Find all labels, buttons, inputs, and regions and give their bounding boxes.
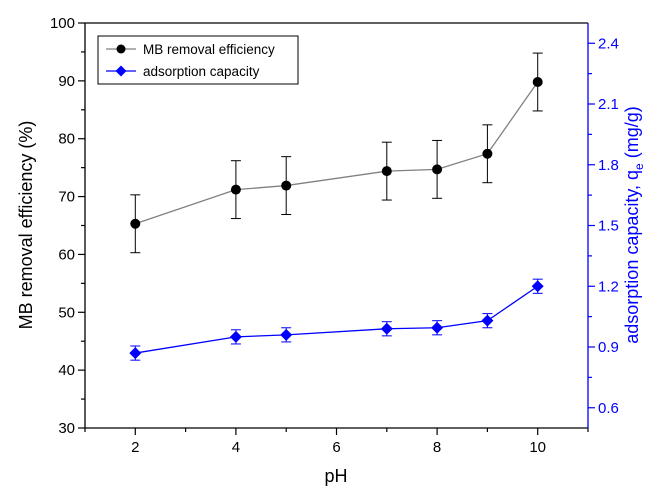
legend-box [97,35,299,85]
y-left-tick-label: 60 [58,246,75,263]
y-right-tick-label: 0.6 [598,400,619,417]
data-point-mb [130,218,141,229]
x-axis-title: pH [324,466,347,486]
legend: MB removal efficiency adsorption capacit… [97,35,299,85]
data-point-adsorption [380,322,393,335]
y-right-tick-label: 0.9 [598,339,619,356]
left-y-axis-title: MB removal efficiency (%) [16,121,36,330]
data-point-adsorption [280,328,293,341]
y-left-tick-label: 70 [58,189,75,206]
data-point-mb [281,180,292,191]
y-left-tick-label: 40 [58,362,75,379]
x-tick-label: 10 [529,439,546,456]
data-point-adsorption [129,347,142,360]
y-left-tick-label: 30 [58,420,75,437]
right-y-axis-title-main: adsorption capacity, q [622,170,642,344]
x-axis-ticks: 2 4 6 8 10 [84,428,589,456]
data-point-adsorption [229,330,242,343]
x-tick-label: 6 [332,439,340,456]
x-tick-label: 4 [232,439,240,456]
data-point-mb [381,166,392,177]
y-right-tick-label: 1.5 [598,218,619,235]
series-layer [129,52,544,361]
y-right-tick-label: 2.1 [598,96,619,113]
right-y-axis-title-subscript: e [632,163,646,170]
legend-label-adsorption: adsorption capacity [143,64,260,79]
data-point-adsorption [531,280,544,293]
series-line-adsorption [135,285,539,354]
data-point-adsorption [481,314,494,327]
data-point-mb [532,77,543,88]
y-left-tick-label: 80 [58,131,75,148]
y-right-tick-label: 2.4 [598,35,619,52]
y-left-tick-label: 100 [50,15,75,32]
left-y-axis-ticks: 30 40 50 60 70 80 90 100 [50,15,85,437]
right-y-axis-title-unit: (mg/g) [622,106,642,163]
right-y-axis-title: adsorption capacity, qe (mg/g) [622,106,646,343]
legend-marker-mb [116,44,126,54]
y-left-tick-label: 90 [58,73,75,90]
legend-marker-adsorption [115,65,127,77]
y-right-tick-label: 1.2 [598,278,619,295]
series-line-mb [135,81,539,225]
data-point-mb [230,184,241,195]
x-tick-label: 8 [433,439,441,456]
x-tick-label: 2 [131,439,139,456]
data-point-mb [432,164,443,175]
y-left-tick-label: 50 [58,304,75,321]
data-point-adsorption [431,321,444,334]
right-y-axis-ticks: 0.6 0.9 1.2 1.5 1.8 2.1 2.4 [588,35,619,417]
y-right-tick-label: 1.8 [598,157,619,174]
data-point-mb [482,148,493,159]
legend-label-mb: MB removal efficiency [143,42,275,57]
